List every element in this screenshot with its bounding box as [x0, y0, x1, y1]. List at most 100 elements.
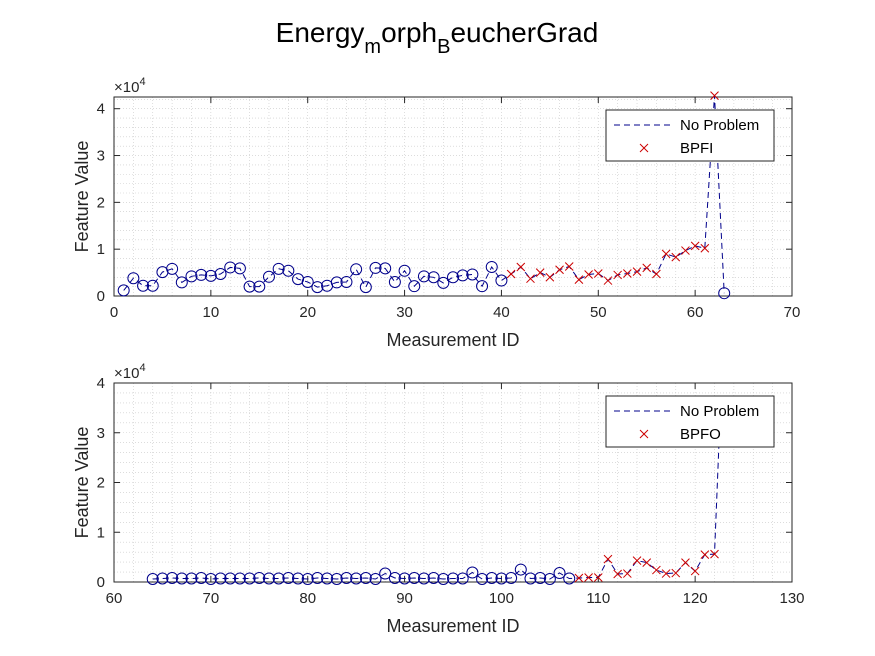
marker-no-problem [485, 572, 498, 585]
legend-entry-fault: BPFI [680, 140, 713, 157]
marker-no-problem [485, 260, 498, 273]
y-tick-label: 0 [97, 288, 105, 305]
marker-no-problem [311, 281, 324, 294]
title-sub-2: B [437, 36, 450, 58]
y-tick-label: 1 [97, 241, 105, 258]
marker-no-problem [379, 262, 392, 275]
y-axis-label: Feature Value [72, 141, 92, 253]
marker-fault [622, 569, 632, 578]
marker-no-problem [398, 572, 411, 585]
legend-entry-no-problem: No Problem [680, 117, 759, 134]
series-layer [146, 432, 720, 586]
marker-no-problem [466, 566, 479, 579]
marker-no-problem [369, 573, 382, 586]
legend: No Problem BPFI [605, 109, 775, 162]
marker-no-problem [233, 262, 246, 275]
x-axis-label: Measurement ID [386, 330, 519, 350]
y-axis-label: Feature Value [72, 427, 92, 539]
marker-no-problem [340, 572, 353, 585]
marker-no-problem [369, 261, 382, 274]
marker-no-problem [137, 279, 150, 292]
marker-fault [671, 252, 681, 262]
marker-fault [661, 569, 671, 578]
y-tick-label: 1 [97, 524, 105, 541]
marker-fault [700, 550, 710, 559]
series-line-no-problem [152, 432, 720, 580]
marker-no-problem [388, 572, 401, 585]
chart-title: EnergymorphBeucherGrad [276, 17, 599, 58]
marker-no-problem [195, 268, 208, 281]
x-tick-label: 60 [106, 590, 123, 607]
marker-no-problem [282, 264, 295, 277]
marker-fault [652, 269, 661, 279]
y-tick-label: 3 [97, 148, 105, 165]
marker-fault [700, 243, 710, 253]
y-exponent-label: ×104 [114, 362, 146, 382]
x-tick-label: 70 [784, 304, 801, 321]
marker-no-problem [311, 572, 324, 585]
marker-no-problem [233, 572, 246, 585]
marker-no-problem [543, 573, 556, 586]
marker-no-problem [117, 284, 130, 297]
x-tick-label: 50 [590, 304, 607, 321]
x-tick-label: 60 [687, 304, 704, 321]
marker-no-problem [456, 572, 469, 585]
marker-no-problem [272, 262, 285, 275]
marker-fault [652, 565, 661, 575]
title-part-1: Energy [276, 17, 365, 48]
marker-fault [584, 270, 593, 279]
marker-no-problem [214, 572, 227, 585]
legend-cross-sample [639, 429, 649, 439]
marker-no-problem [505, 572, 518, 585]
marker-fault [574, 275, 584, 284]
marker-no-problem [127, 272, 140, 285]
marker-no-problem [330, 276, 343, 289]
marker-no-problem [282, 572, 295, 585]
marker-no-problem [185, 572, 198, 585]
marker-no-problem [253, 280, 266, 293]
marker-no-problem [156, 572, 169, 585]
marker-fault [516, 262, 526, 272]
x-tick-label: 10 [203, 304, 220, 321]
series-line-no-problem [123, 95, 725, 294]
marker-no-problem [253, 572, 266, 585]
x-tick-label: 40 [493, 304, 510, 321]
marker-fault [632, 267, 642, 277]
marker-no-problem [195, 572, 208, 585]
marker-no-problem [437, 276, 450, 289]
marker-fault [613, 270, 623, 280]
title-part-2: orph [381, 17, 437, 48]
marker-fault [690, 566, 700, 576]
marker-fault [603, 554, 613, 564]
marker-fault [681, 558, 690, 567]
marker-no-problem [204, 573, 217, 586]
marker-no-problem [398, 264, 411, 277]
marker-fault [622, 269, 632, 278]
marker-no-problem [224, 261, 237, 274]
marker-no-problem [340, 275, 353, 288]
marker-no-problem [408, 572, 421, 585]
x-axis-label: Measurement ID [386, 616, 519, 636]
marker-no-problem [427, 271, 440, 284]
marker-fault [584, 573, 593, 582]
title-part-3: eucherGrad [450, 17, 598, 48]
exponent-base: ×10 [114, 365, 139, 382]
marker-no-problem [456, 269, 469, 282]
legend-cross-sample [639, 143, 649, 153]
marker-no-problem [417, 270, 430, 283]
x-tick-label: 0 [110, 304, 118, 321]
x-tick-label: 80 [299, 590, 316, 607]
marker-fault [526, 274, 535, 284]
y-tick-label: 2 [97, 475, 105, 492]
marker-fault [710, 91, 719, 100]
marker-no-problem [476, 573, 489, 586]
marker-no-problem [262, 572, 275, 585]
marker-fault [632, 556, 642, 565]
marker-no-problem [534, 572, 547, 585]
marker-no-problem [524, 572, 537, 585]
x-tick-label: 70 [203, 590, 220, 607]
marker-no-problem [408, 280, 421, 293]
marker-fault [671, 568, 681, 578]
marker-no-problem [718, 287, 731, 300]
exponent-power: 4 [139, 362, 145, 374]
